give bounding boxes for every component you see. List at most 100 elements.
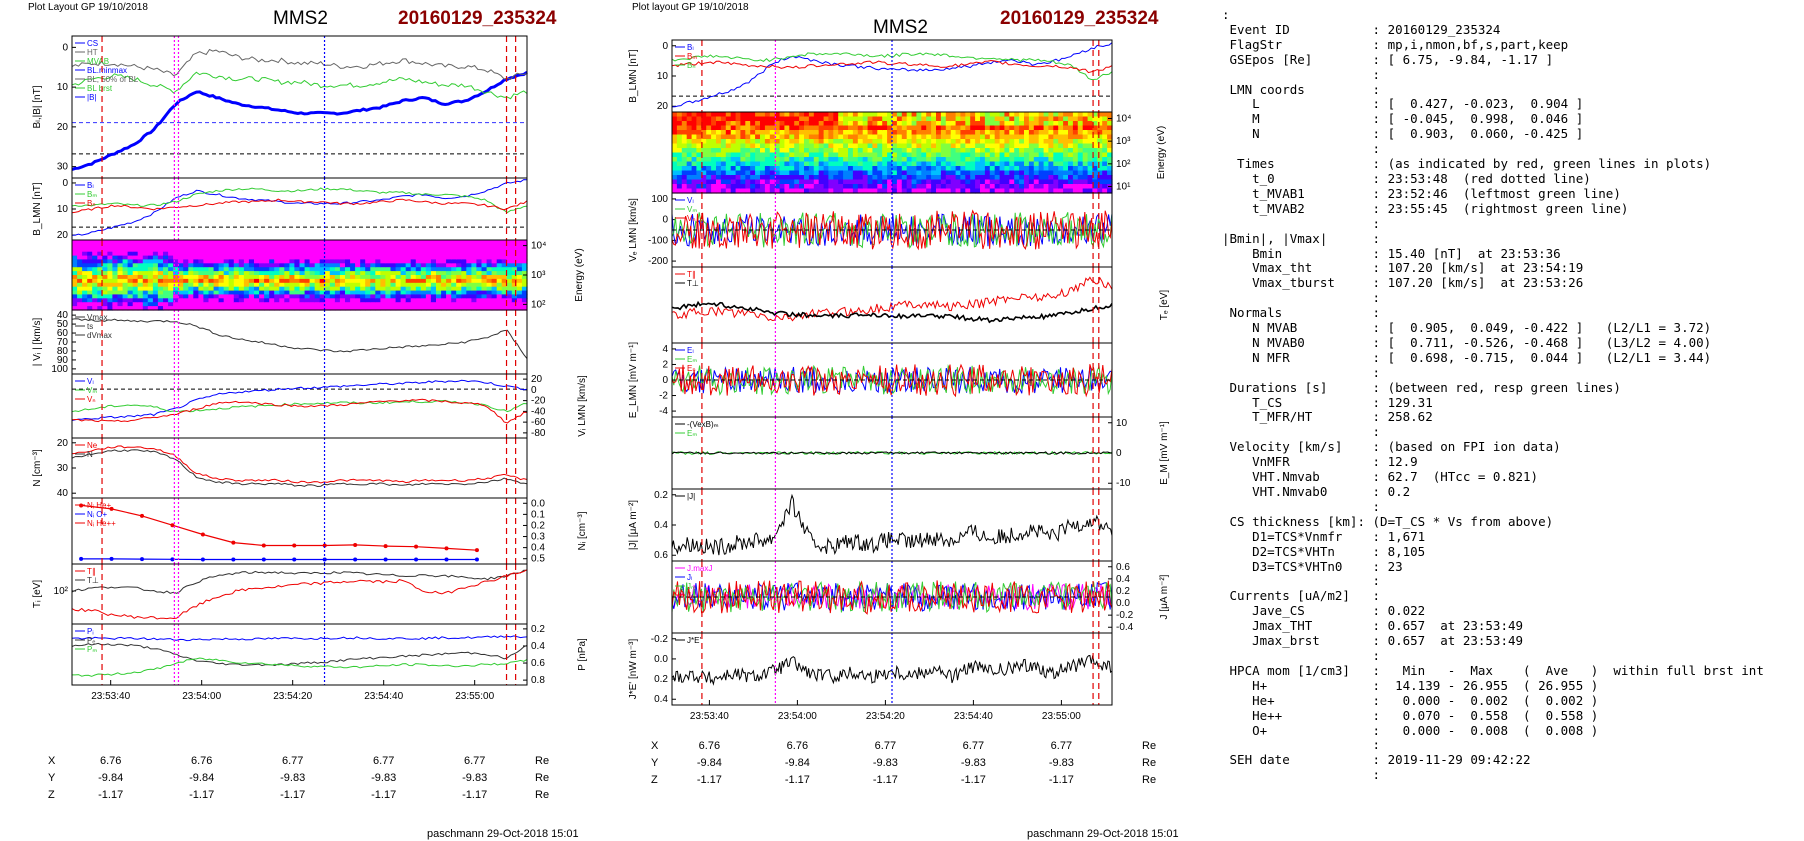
spectrogram-cell (843, 175, 849, 181)
spectrogram-cell (410, 282, 417, 288)
spectrogram-cell (725, 139, 732, 145)
coord-row-label: X (651, 740, 659, 752)
spectrogram-cell (672, 170, 678, 176)
spectrogram-cell (274, 282, 280, 288)
spectrogram-cell (259, 298, 265, 303)
spectrogram-cell (901, 125, 908, 131)
spectrogram-cell (491, 275, 498, 280)
spectrogram-cell (122, 259, 129, 264)
spectrogram-cell (1004, 175, 1010, 181)
spectrogram-cell (1019, 130, 1025, 136)
spectrogram-cell (1072, 134, 1079, 140)
center-sc-title: MMS2 (873, 17, 928, 38)
spectrogram-cell (476, 286, 483, 292)
spectrogram-cell (799, 139, 805, 145)
spectrogram-cell (491, 251, 498, 257)
spectrogram-cell (1009, 152, 1015, 158)
spectrogram-cell (950, 139, 957, 145)
spectrogram-cell (238, 271, 245, 276)
spectrogram-cell (711, 125, 717, 131)
spectrogram-cell (711, 152, 717, 158)
spectrogram-cell (848, 184, 854, 190)
spectrogram-cell (274, 267, 280, 272)
spectrogram-cell (716, 170, 722, 176)
spectrogram-cell (466, 294, 472, 299)
spectrogram-cell (208, 302, 215, 307)
spectrogram-cell (906, 188, 913, 194)
y-tick-label: 90 (57, 355, 69, 366)
spectrogram-cell (152, 259, 159, 264)
spectrogram-cell (339, 271, 346, 276)
spectrogram-cell (735, 112, 742, 118)
spectrogram-cell (735, 134, 742, 140)
spectrogram-cell (476, 275, 483, 280)
spectrogram-cell (486, 251, 493, 257)
y-axis-label: Vᵢ LMN [km/s] (577, 375, 588, 437)
spectrogram-cell (122, 251, 129, 257)
spectrogram-cell (132, 275, 139, 280)
spectrogram-cell (848, 139, 854, 145)
spectrogram-cell (173, 306, 179, 311)
spectrogram-cell (238, 263, 245, 268)
spectrogram-cell (691, 175, 698, 181)
spectrogram-cell (228, 286, 235, 292)
spectrogram-cell (365, 278, 371, 284)
spectrogram-cell (228, 271, 235, 276)
spectrogram-cell (921, 148, 927, 154)
spectrogram-cell (862, 179, 869, 185)
spectrogram-cell (521, 290, 528, 296)
spectrogram-cell (989, 157, 996, 163)
spectrogram-cell (931, 184, 937, 190)
spectrogram-cell (1072, 184, 1079, 190)
spectrogram-cell (188, 294, 194, 299)
spectrogram-cell (481, 298, 488, 303)
spectrogram-cell (97, 255, 103, 261)
spectrogram-cell (716, 179, 722, 185)
spectrogram-cell (314, 267, 321, 272)
spectrogram-cell (173, 243, 179, 249)
series-line (671, 363, 1113, 398)
spectrogram-cell (254, 271, 260, 276)
spectrogram-cell (813, 152, 820, 158)
spectrogram-cell (1092, 179, 1098, 185)
spectrogram-cell (183, 294, 189, 299)
spectrogram-cell (304, 271, 311, 276)
spectrogram-cell (82, 298, 88, 303)
spectrogram-cell (921, 152, 927, 158)
spectrogram-cell (319, 286, 326, 292)
spectrogram-cell (1028, 116, 1035, 122)
spectrogram-cell (72, 294, 78, 299)
spectrogram-cell (1043, 134, 1050, 140)
spectrogram-cell (764, 143, 771, 149)
spectrogram-cell (451, 290, 457, 296)
spectrogram-cell (304, 267, 311, 272)
spectrogram-cell (1038, 179, 1045, 185)
info-line: T_CS : 129.31 (1222, 394, 1433, 410)
legend-entry: -(VexB)ₘ (687, 420, 719, 429)
spectrogram-cell (471, 298, 478, 303)
spectrogram-cell (501, 271, 508, 276)
spectrogram-cell (872, 134, 878, 140)
spectrogram-cell (436, 271, 442, 276)
spectrogram-cell (107, 243, 114, 249)
spectrogram-cell (294, 286, 301, 292)
spectrogram-cell (945, 130, 952, 136)
spectrogram-cell (279, 275, 285, 280)
spectrogram-cell (314, 263, 321, 268)
spectrogram-cell (808, 166, 815, 172)
spectrogram-cell (769, 170, 776, 176)
spectrogram-cell (882, 161, 888, 167)
spectrogram-cell (360, 255, 366, 261)
spectrogram-cell (471, 302, 478, 307)
spectrogram-cell (481, 240, 488, 245)
spectrogram-cell (720, 175, 727, 181)
spectrogram-cell (1097, 184, 1103, 190)
spectrogram-cell (375, 240, 381, 245)
spectrogram-cell (852, 134, 859, 140)
spectrogram-cell (784, 112, 790, 118)
spectrogram-cell (828, 125, 834, 131)
spectrogram-cell (329, 286, 336, 292)
spectrogram-cell (828, 121, 834, 127)
y-tick-label: 0.2 (654, 490, 668, 501)
spectrogram-cell (147, 282, 154, 288)
